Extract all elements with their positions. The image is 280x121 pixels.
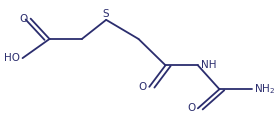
Text: O: O [187,103,195,113]
Text: S: S [103,9,109,19]
Text: O: O [138,82,147,92]
Text: O: O [20,14,28,24]
Text: NH$_2$: NH$_2$ [255,82,276,96]
Text: NH: NH [200,60,216,70]
Text: HO: HO [4,53,20,63]
